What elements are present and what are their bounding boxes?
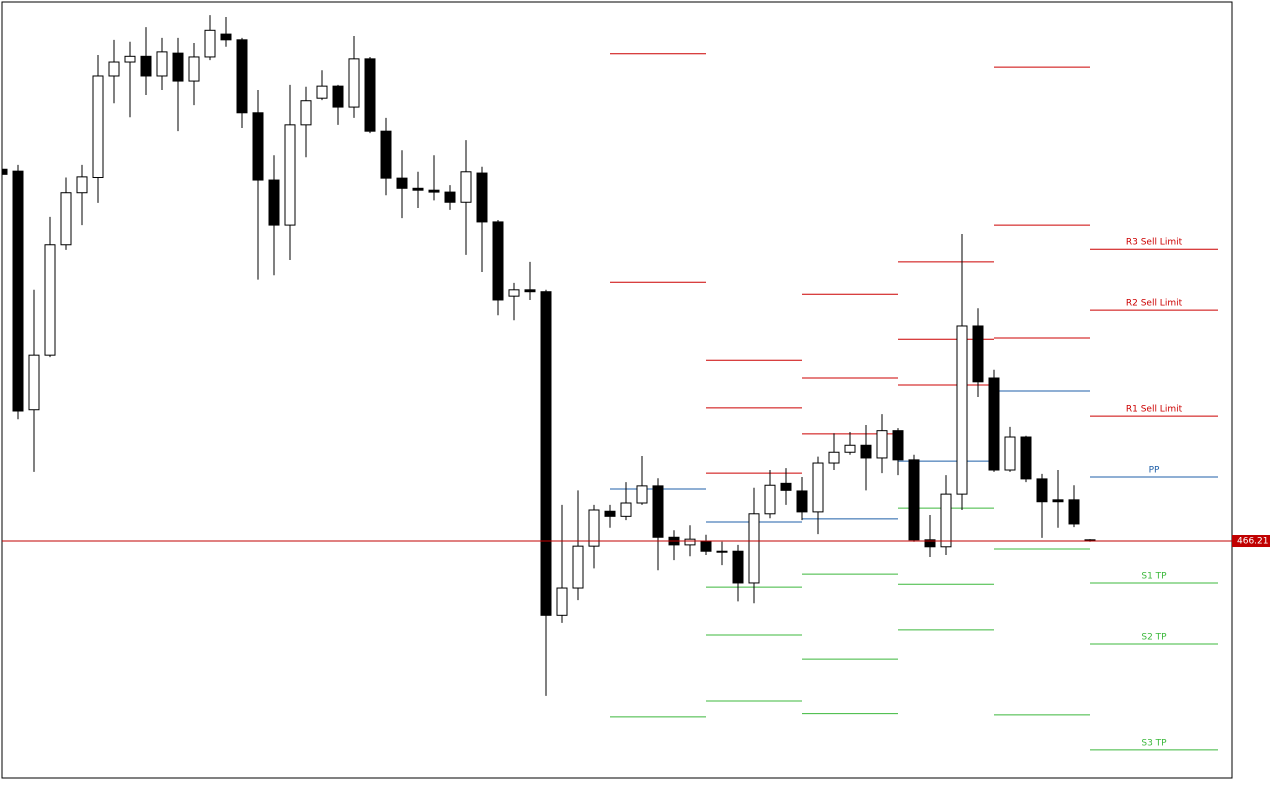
candle-body [524, 289, 536, 293]
candle-body [604, 510, 616, 517]
candle-body [844, 444, 856, 453]
level-label: R3 Sell Limit [1126, 238, 1183, 248]
level-label: S2 TP [1141, 632, 1167, 642]
candle-body [956, 325, 968, 495]
candle-body [300, 100, 312, 126]
candle-body [940, 493, 952, 548]
candle-body [652, 485, 664, 538]
plot-frame [1, 1, 1233, 779]
candle-body [572, 545, 584, 589]
candle-body [732, 550, 744, 584]
candle-body [2, 168, 8, 175]
candle-body [348, 58, 360, 108]
candle-body [620, 502, 632, 517]
candle-body [1036, 478, 1048, 503]
candle-body [764, 484, 776, 515]
candle-body [716, 550, 728, 553]
candle-body [684, 538, 696, 546]
candle-body [892, 430, 904, 461]
candle-body [700, 541, 712, 552]
candle-body [124, 55, 136, 63]
candle-body [748, 513, 760, 584]
candle-body [972, 325, 984, 383]
candle-body [780, 482, 792, 491]
candle-body [108, 61, 120, 77]
candle-body [636, 485, 648, 504]
candle-body [988, 377, 1000, 471]
candle-body [156, 51, 168, 77]
candle-body [364, 58, 376, 132]
candle-body [1068, 499, 1080, 525]
candle-body [1052, 499, 1064, 503]
candle-body [76, 176, 88, 194]
candle-body [172, 52, 184, 82]
candle-body [60, 192, 72, 246]
candle-body [236, 39, 248, 114]
candle-body [412, 187, 424, 191]
candle-body [220, 33, 232, 41]
candle-body [444, 191, 456, 203]
candle-body [44, 244, 56, 356]
candle-body [508, 289, 520, 297]
candle-body [476, 172, 488, 223]
candle-body [556, 587, 568, 616]
candle-body [876, 430, 888, 459]
candle-body [796, 490, 808, 513]
candle-body [588, 509, 600, 547]
candle-body [140, 55, 152, 77]
candle-body [28, 354, 40, 411]
level-label: S3 TP [1141, 738, 1167, 748]
candle-body [284, 124, 296, 226]
candle-body [860, 444, 872, 459]
candle-body [188, 56, 200, 82]
candle-body [316, 85, 328, 99]
candle-body [92, 75, 104, 179]
candle-body [1020, 436, 1032, 480]
candle-body [828, 451, 840, 464]
candle-body [380, 130, 392, 179]
level-label: PP [1149, 465, 1160, 475]
candle-body [252, 112, 264, 181]
level-label: S1 TP [1141, 571, 1167, 581]
candle-body [908, 459, 920, 541]
level-label: R2 Sell Limit [1126, 299, 1183, 309]
candle-body [268, 179, 280, 226]
candle-body [540, 291, 552, 616]
candle-body [460, 171, 472, 203]
current-price-label: 466.21 [1237, 537, 1269, 547]
candle-body [812, 462, 824, 513]
candle-body [12, 170, 24, 412]
level-label: R1 Sell Limit [1126, 405, 1183, 415]
candle-body [396, 177, 408, 189]
candle-body [1004, 436, 1016, 471]
candle-body [332, 85, 344, 108]
candle-body [428, 189, 440, 193]
current-price-box [1232, 535, 1270, 548]
candle-body [204, 29, 216, 58]
candle-body [924, 539, 936, 548]
candle-body [492, 221, 504, 301]
